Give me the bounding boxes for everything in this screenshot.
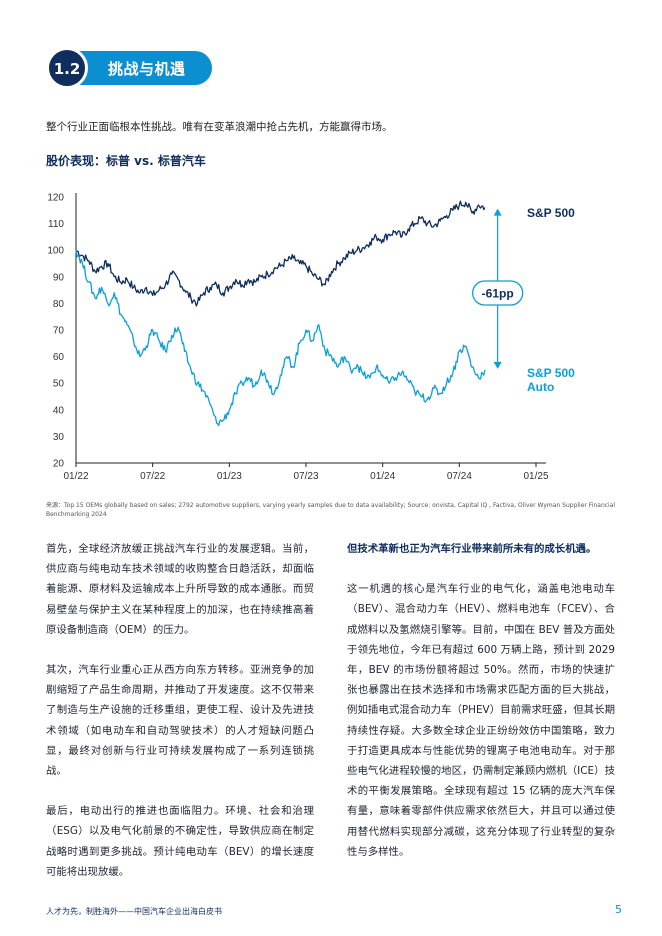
series-line (75, 250, 486, 427)
y-tick-label: 40 (53, 405, 65, 416)
y-tick-label: 20 (53, 459, 65, 470)
chart-source: 来源：Top 15 OEMs globally based on sales; … (46, 502, 616, 518)
y-tick-label: 120 (47, 193, 64, 204)
right-heading: 但技术革新也正为汽车行业带来前所未有的成长机遇。 (347, 543, 597, 555)
series-line (75, 200, 486, 307)
x-tick-label: 01/24 (370, 471, 395, 482)
section-number-circle: 1.2 (46, 47, 88, 89)
y-tick-label: 90 (53, 272, 65, 283)
x-tick-label: 01/23 (217, 471, 242, 482)
section-title: 挑战与机遇 (108, 60, 186, 78)
x-tick-label: 01/25 (523, 471, 548, 482)
section-badge: 挑战与机遇 1.2 (46, 47, 212, 89)
x-tick-label: 07/24 (447, 471, 472, 482)
section-number: 1.2 (53, 60, 81, 78)
right-column: 但技术革新也正为汽车行业带来前所未有的成长机遇。 这一机遇的核心是汽车行业的电气… (347, 539, 615, 882)
gap-label: -61pp (482, 287, 514, 301)
y-tick-label: 110 (48, 219, 64, 230)
y-tick-label: 50 (53, 379, 65, 390)
intro-text: 整个行业正面临根本性挑战。唯有在变革浪潮中抢占先机，方能赢得市场。 (46, 121, 393, 133)
paragraph: 其次，汽车行业重心正从西方向东方转移。亚洲竞争的加剧缩短了产品生命周期，并推动了… (46, 664, 314, 778)
gap-label-box (472, 280, 524, 306)
x-tick-label: 07/22 (140, 471, 165, 482)
left-column: 首先，全球经济放缓正挑战汽车行业的发展逻辑。当前，供应商与纯电动车技术领域的收购… (46, 539, 314, 902)
paragraph: 首先，全球经济放缓正挑战汽车行业的发展逻辑。当前，供应商与纯电动车技术领域的收购… (46, 543, 314, 636)
chart-title: 股价表现：标普 vs. 标普汽车 (46, 154, 206, 168)
paragraph: 这一机遇的核心是汽车行业的电气化，涵盖电池电动车（BEV）、混合动力车（HEV）… (347, 583, 615, 858)
arrow-head-up (493, 208, 502, 216)
section-title-pill: 挑战与机遇 (76, 51, 212, 85)
series-label-auto: S&P 500 (527, 366, 575, 380)
y-tick-label: 30 (53, 432, 65, 443)
y-tick-label: 80 (53, 299, 65, 310)
series-label-sp500: S&P 500 (527, 206, 575, 220)
y-tick-label: 100 (47, 246, 64, 257)
x-tick-label: 07/23 (293, 471, 318, 482)
series-label-auto: Auto (527, 380, 554, 394)
y-tick-label: 70 (53, 326, 65, 337)
x-tick-label: 01/22 (63, 471, 88, 482)
footer-text: 人才为先，制胜海外——中国汽车企业出海白皮书 (46, 907, 222, 916)
paragraph: 最后，电动出行的推进也面临阻力。环境、社会和治理（ESG）以及电气化前景的不确定… (46, 805, 314, 878)
stock-performance-chart: 20 30 40 50 60 70 80 90 100 110 120 01/22 07/22 01/23… (47, 193, 575, 483)
page-number: 5 (615, 903, 622, 916)
arrow-head-down (493, 361, 502, 369)
y-tick-label: 60 (53, 352, 65, 363)
